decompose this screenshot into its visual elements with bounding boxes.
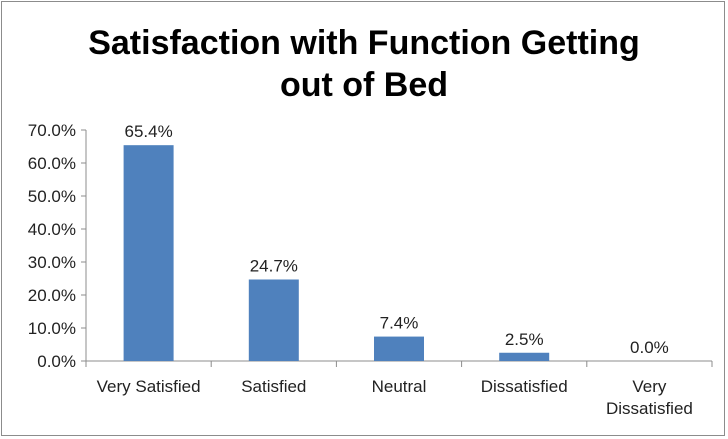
- x-tick-label: Dissatisfied: [606, 399, 693, 418]
- y-tick-label: 20.0%: [28, 286, 76, 305]
- y-tick-label: 0.0%: [37, 352, 76, 371]
- data-label: 7.4%: [380, 314, 419, 333]
- bar: [123, 145, 174, 361]
- bar: [499, 352, 550, 361]
- x-tick-label: Satisfied: [241, 377, 306, 396]
- x-tick-label: Very Satisfied: [97, 377, 201, 396]
- data-label: 24.7%: [250, 256, 298, 275]
- y-tick-label: 70.0%: [28, 121, 76, 140]
- y-tick-label: 50.0%: [28, 187, 76, 206]
- y-tick-label: 30.0%: [28, 253, 76, 272]
- chart-title-line-2: out of Bed: [279, 66, 449, 104]
- x-tick-label: Neutral: [372, 377, 427, 396]
- data-label: 2.5%: [505, 330, 544, 349]
- data-label: 65.4%: [124, 122, 172, 141]
- y-tick-label: 40.0%: [28, 220, 76, 239]
- data-label: 0.0%: [630, 338, 669, 357]
- chart-title: Satisfaction with Function Getting out o…: [0, 22, 728, 106]
- y-tick-label: 60.0%: [28, 154, 76, 173]
- y-tick-label: 10.0%: [28, 319, 76, 338]
- chart-title-line-1: Satisfaction with Function Getting: [88, 24, 640, 62]
- bar: [374, 336, 424, 361]
- bar: [248, 279, 299, 361]
- x-tick-label: Very: [632, 377, 667, 396]
- x-tick-label: Dissatisfied: [481, 377, 568, 396]
